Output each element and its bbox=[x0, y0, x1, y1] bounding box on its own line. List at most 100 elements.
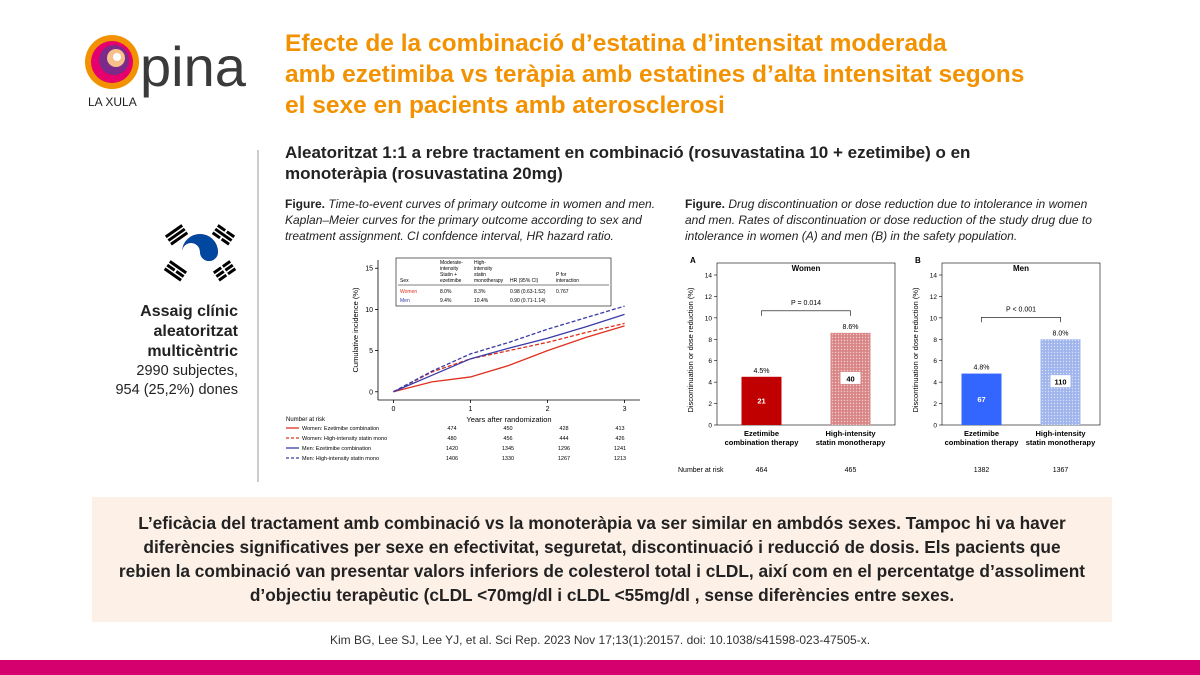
at-risk-value: 465 bbox=[845, 467, 857, 474]
at-risk-value: 428 bbox=[559, 426, 568, 432]
x-tick-label: Ezetimibe bbox=[744, 429, 779, 438]
x-tick-label: 1 bbox=[469, 406, 473, 413]
inset-cell: 0.90 (0.71-1.14) bbox=[510, 298, 546, 304]
count-label: 110 bbox=[1054, 378, 1066, 387]
y-tick-label: 5 bbox=[369, 348, 373, 355]
plot-frame bbox=[941, 262, 1101, 426]
at-risk-value: 474 bbox=[447, 426, 456, 432]
x-tick-label: High-intensity bbox=[826, 429, 877, 438]
at-risk-value: 1420 bbox=[446, 446, 458, 452]
y-tick-label: 2 bbox=[708, 401, 712, 408]
inset-header: High- bbox=[474, 260, 486, 266]
y-tick-label: 10 bbox=[365, 307, 373, 314]
inset-cell: 10.4% bbox=[474, 298, 489, 304]
inset-header: Statin + bbox=[440, 272, 457, 278]
count-box bbox=[1050, 375, 1071, 388]
inset-box bbox=[395, 257, 612, 307]
at-risk-value: 444 bbox=[559, 436, 568, 442]
x-tick-label: 2 bbox=[546, 406, 550, 413]
logo-icon bbox=[85, 35, 139, 89]
at-risk-value: 413 bbox=[615, 426, 624, 432]
study-info: Assaig clínic aleatoritzat multicèntric … bbox=[100, 302, 238, 400]
x-axis-label: Years after randomization bbox=[466, 415, 551, 424]
value-label: 8.6% bbox=[843, 324, 859, 331]
study-design: multicèntric bbox=[147, 343, 238, 360]
bar bbox=[961, 373, 1002, 425]
count-label: 21 bbox=[757, 396, 765, 405]
y-tick-label: 4 bbox=[933, 380, 937, 387]
citation: Kim BG, Lee SJ, Lee YJ, et al. Sci Rep. … bbox=[329, 633, 871, 647]
at-risk-value: 480 bbox=[447, 436, 456, 442]
caption-label: Figure. bbox=[285, 197, 326, 211]
y-tick-label: 12 bbox=[930, 294, 938, 301]
y-tick-label: 15 bbox=[365, 266, 373, 273]
at-risk-value: 1382 bbox=[974, 467, 990, 474]
legend-label: Men: Ezetimibe combination bbox=[302, 446, 371, 452]
y-tick-label: 0 bbox=[369, 389, 373, 396]
chart-title: Men bbox=[1013, 264, 1029, 273]
at-risk-value: 464 bbox=[756, 467, 768, 474]
title: Efecte de la combinació d’estatina d’int… bbox=[285, 28, 1024, 121]
inset-cell: 8.3% bbox=[474, 289, 486, 295]
inset-header: statin bbox=[474, 272, 486, 278]
series-line bbox=[393, 313, 625, 393]
caption: Figure. Time-to-event curves of primary … bbox=[285, 196, 670, 244]
series-line bbox=[393, 325, 625, 393]
y-tick-label: 10 bbox=[705, 315, 713, 322]
value-label: 8.0% bbox=[1053, 330, 1069, 337]
caption-text: Time-to-event curves of primary outcome … bbox=[285, 197, 656, 243]
panel-label: A bbox=[690, 256, 696, 265]
y-tick-label: 12 bbox=[705, 294, 713, 301]
series-line bbox=[393, 305, 625, 393]
inset-cell: Men bbox=[400, 298, 410, 304]
risk-title: Number at risk bbox=[286, 417, 326, 423]
chart-title: Women bbox=[792, 264, 821, 273]
y-tick-label: 14 bbox=[705, 273, 713, 280]
inset-cell: Women bbox=[400, 289, 417, 295]
x-tick-label: statin monotherapy bbox=[816, 438, 886, 447]
at-risk-value: 450 bbox=[503, 426, 512, 432]
y-tick-label: 10 bbox=[930, 315, 938, 322]
inset-header: Sex bbox=[400, 278, 409, 284]
inset-header: intensity bbox=[440, 266, 459, 272]
panel-label: B bbox=[915, 256, 921, 265]
at-risk-value: 1296 bbox=[558, 446, 570, 452]
y-tick-label: 6 bbox=[708, 358, 712, 365]
study-design: aleatoritzat bbox=[153, 323, 238, 340]
y-tick-label: 0 bbox=[933, 423, 937, 430]
annotation: P = 0.014 bbox=[791, 300, 821, 307]
inset-header: ezetimibe bbox=[440, 278, 462, 284]
subtitle: Aleatoritzat 1:1 a rebre tractament en c… bbox=[285, 143, 971, 183]
y-axis-label: Discontinuation or dose reduction (%) bbox=[911, 287, 920, 413]
significance-bracket bbox=[981, 316, 1061, 323]
x-tick-label: combination therapy bbox=[945, 438, 1020, 447]
at-risk-value: 1213 bbox=[614, 456, 626, 462]
value-label: 4.8% bbox=[974, 365, 990, 372]
y-tick-label: 8 bbox=[708, 337, 712, 344]
caption: Figure. Drug discontinuation or dose red… bbox=[685, 196, 1110, 244]
y-tick-label: 6 bbox=[933, 358, 937, 365]
y-axis-label: Discontinuation or dose reduction (%) bbox=[686, 287, 695, 413]
legend-label: Women: High-intensity statin mono bbox=[302, 436, 387, 442]
footer-bar bbox=[0, 660, 1200, 675]
x-tick-label: 3 bbox=[623, 406, 627, 413]
x-tick-label: statin monotherapy bbox=[1026, 438, 1096, 447]
inset-header: intensity bbox=[474, 266, 493, 272]
count-label: 40 bbox=[846, 374, 854, 383]
series-line bbox=[393, 322, 625, 393]
inset-cell: 8.0% bbox=[440, 289, 452, 295]
legend-label: Men: High-intensity statin mono bbox=[302, 456, 379, 462]
y-tick-label: 4 bbox=[708, 380, 712, 387]
conclusion: L’eficàcia del tractament amb combinació… bbox=[92, 497, 1112, 622]
plot-frame bbox=[716, 262, 896, 426]
study-participants: 2990 subjectes, bbox=[136, 363, 238, 379]
at-risk-value: 1345 bbox=[502, 446, 514, 452]
at-risk-value: 426 bbox=[615, 436, 624, 442]
at-risk-value: 456 bbox=[503, 436, 512, 442]
at-risk-value: 1241 bbox=[614, 446, 626, 452]
study-participants: 954 (25,2%) dones bbox=[115, 382, 238, 398]
count-box bbox=[840, 371, 861, 384]
inset-cell: 0.98 (0.63-1.52) bbox=[510, 289, 546, 295]
